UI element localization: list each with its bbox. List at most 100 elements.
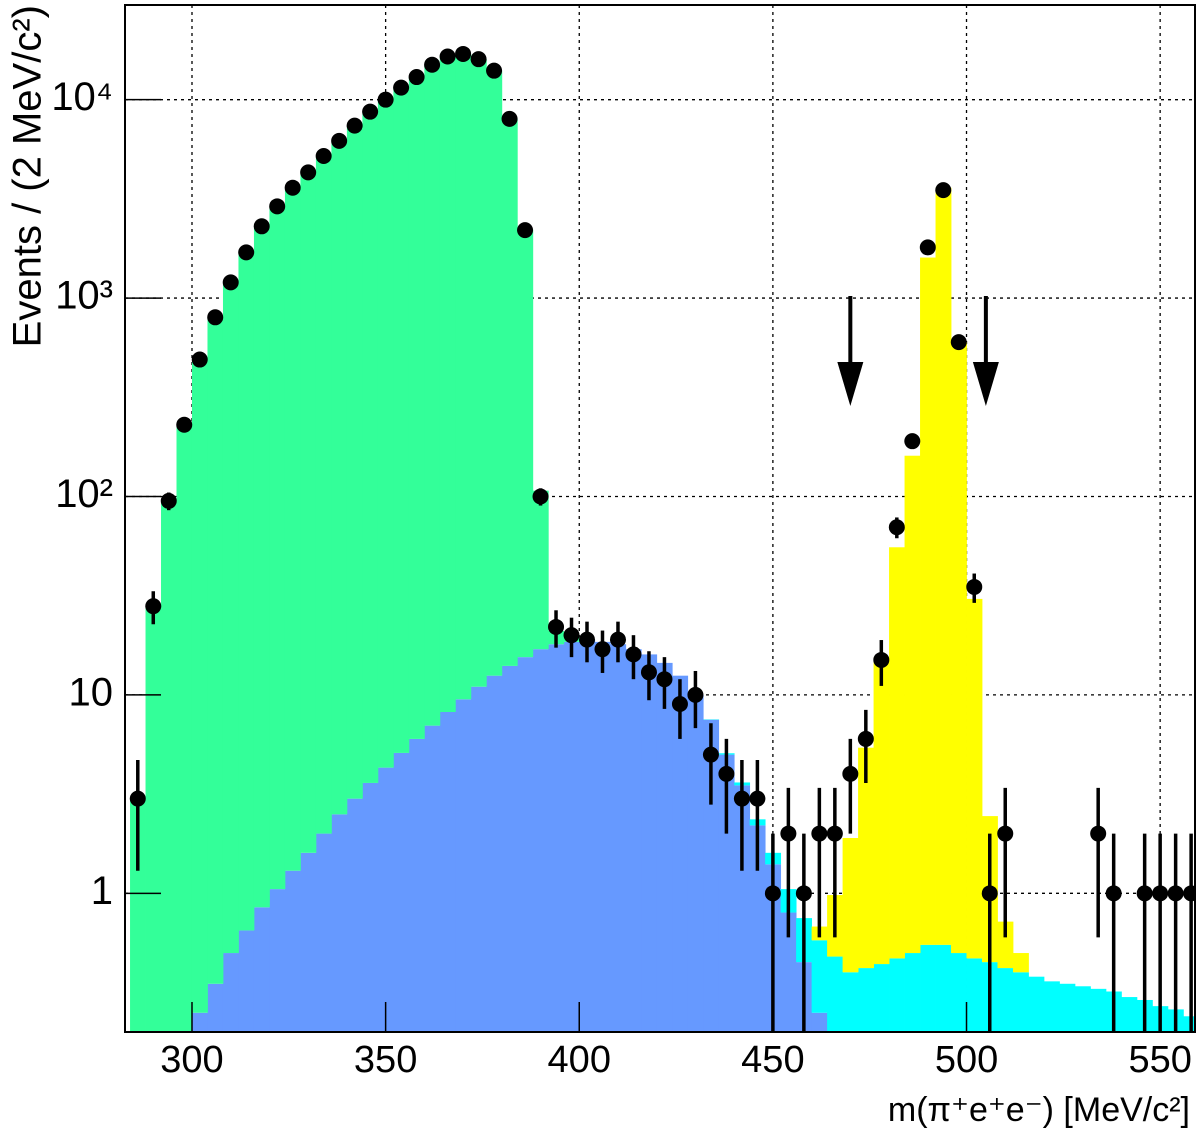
data-point (1152, 885, 1169, 902)
data-point (176, 416, 193, 433)
data-point (1136, 885, 1153, 902)
axes: 1 10 10² 10³ 10⁴ 300 350 400 450 500 550 (51, 4, 1196, 1081)
histogram-bar (424, 725, 441, 1032)
histogram-bar (532, 490, 549, 650)
data-point (656, 671, 673, 688)
histogram-bar (501, 665, 518, 1032)
histogram-bar (176, 424, 193, 1032)
histogram-bar (548, 644, 565, 1032)
data-point (687, 686, 704, 703)
histogram-bar (362, 111, 379, 783)
histogram-bar (1074, 986, 1091, 1032)
histogram-bar (951, 953, 967, 1032)
histogram-bar (377, 767, 394, 1032)
histogram-bar (563, 641, 580, 1032)
data-point (904, 433, 921, 450)
histogram-bar (734, 785, 751, 1032)
data-point (718, 765, 735, 782)
histogram-bar (315, 833, 332, 1032)
histogram-bar (455, 699, 472, 1032)
histogram-bar (641, 654, 658, 1032)
data-point (888, 519, 905, 536)
histogram-bar (470, 59, 487, 687)
histogram-bar (238, 252, 255, 931)
x-tick-label: 550 (1128, 1039, 1191, 1081)
data-point (1090, 825, 1107, 842)
histogram-bar (191, 1012, 208, 1032)
histogram-bar (393, 87, 410, 753)
histogram-bar (346, 798, 363, 1032)
data-point (842, 765, 859, 782)
data-point (1167, 885, 1184, 902)
histogram-bar (238, 930, 255, 1032)
histogram-bar (672, 675, 689, 1032)
histogram-bar (1012, 953, 1029, 973)
histogram-bar (191, 359, 208, 1013)
data-point (1183, 885, 1195, 902)
histogram-bar (1059, 983, 1076, 1032)
histogram-bar (300, 852, 317, 1032)
histogram-bar (470, 686, 487, 1032)
data-point (315, 148, 332, 165)
data-point (191, 351, 208, 368)
data-point (935, 182, 952, 199)
data-point (284, 179, 301, 196)
data-point (145, 598, 162, 615)
histogram-bar (517, 229, 534, 658)
histogram-bar (1012, 972, 1029, 1032)
x-tick-label: 500 (935, 1039, 998, 1081)
histogram-bar (594, 641, 611, 1032)
histogram-bar (1121, 997, 1138, 1032)
histogram-bar (315, 155, 332, 834)
cut-arrow-head (837, 362, 864, 406)
histogram-bar (284, 870, 301, 1032)
data-point (640, 664, 657, 681)
y-tick-label: 1 (91, 869, 113, 913)
histogram-bar (935, 944, 952, 1032)
histogram-bar (207, 983, 224, 1032)
histogram-bar (161, 500, 177, 1032)
data-point (331, 132, 348, 149)
histogram-bar (842, 972, 859, 1032)
data-point (873, 651, 890, 668)
y-tick-label: 10⁴ (51, 75, 113, 119)
histogram-bar (842, 838, 859, 973)
data-point (517, 222, 534, 239)
histogram-bar (951, 342, 967, 954)
data-point (997, 825, 1014, 842)
data-point (300, 164, 317, 181)
histogram-bar (362, 782, 379, 1032)
histogram-bar (718, 754, 735, 1032)
data-point (579, 631, 596, 648)
histogram-bar (811, 1012, 828, 1032)
data-point (160, 492, 177, 509)
y-axis-label: Events / (2 MeV/c²) (6, 5, 50, 347)
histogram-bar (904, 953, 921, 1032)
histogram-bar (858, 968, 874, 1032)
data-point (455, 45, 472, 62)
data-point (609, 631, 626, 648)
histogram-bar (920, 944, 936, 1032)
histogram-bar (439, 712, 456, 1032)
histogram-bar (377, 99, 394, 768)
histogram-bar (269, 889, 286, 1032)
histogram-bar (393, 752, 410, 1032)
histogram-bar (331, 814, 348, 1032)
data-point (811, 825, 828, 842)
data-point (671, 695, 688, 712)
data-point (393, 79, 410, 96)
histogram-bar (1028, 976, 1045, 1032)
data-point (253, 218, 270, 235)
data-point (129, 790, 146, 807)
plot-frame (124, 4, 1196, 1033)
data-point (439, 48, 456, 65)
histogram-bar (625, 649, 642, 1032)
histogram-bar (920, 257, 936, 945)
histogram-bar (424, 64, 441, 726)
histogram-bar (889, 958, 905, 1032)
histogram-bar (455, 53, 472, 700)
data-point (702, 746, 719, 763)
data-point (532, 488, 549, 505)
histogram-bar (873, 964, 890, 1032)
